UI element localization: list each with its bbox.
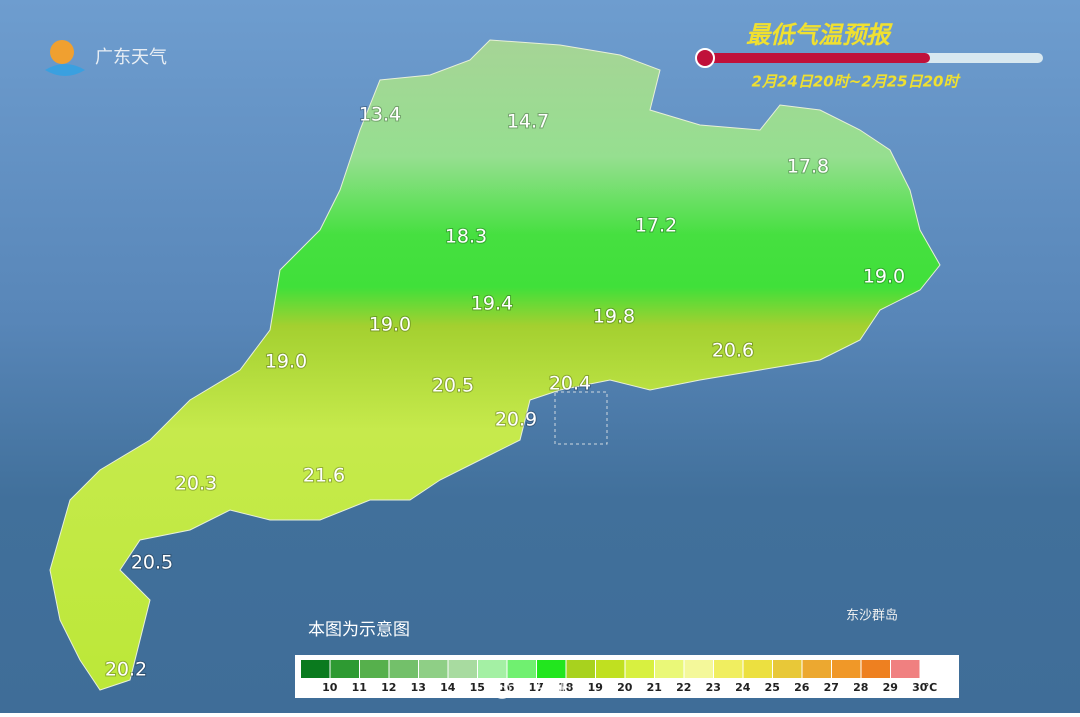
temperature-label: 17.2 bbox=[635, 215, 677, 237]
title: 最低气温预报 bbox=[746, 21, 893, 49]
note: 本图为示意图 bbox=[308, 620, 410, 640]
legend-swatch bbox=[566, 660, 595, 678]
thermometer bbox=[695, 48, 715, 68]
legend-swatch bbox=[714, 660, 743, 678]
legend-value: 29 bbox=[883, 681, 898, 694]
legend-swatch bbox=[625, 660, 654, 678]
temperature-label: 13.4 bbox=[359, 104, 401, 126]
legend-value: 13 bbox=[411, 681, 426, 694]
thermometer bbox=[705, 53, 930, 63]
legend-value: 18 bbox=[558, 681, 573, 694]
legend-swatch bbox=[743, 660, 772, 678]
legend-value: 26 bbox=[794, 681, 810, 694]
legend-value: 11 bbox=[352, 681, 367, 694]
legend-swatch bbox=[330, 660, 359, 678]
island-label: 东沙群岛 bbox=[846, 608, 898, 624]
temperature-label: 20.9 bbox=[495, 409, 537, 431]
temperature-label: 17.8 bbox=[787, 156, 829, 178]
temperature-label: 20.5 bbox=[131, 552, 173, 574]
legend-swatch bbox=[389, 660, 418, 678]
legend-swatch bbox=[861, 660, 890, 678]
temperature-label: 14.7 bbox=[507, 111, 549, 133]
temperature-label: 20.2 bbox=[105, 659, 147, 681]
legend-value: 28 bbox=[853, 681, 868, 694]
legend-swatch bbox=[832, 660, 861, 678]
legend-value: 22 bbox=[676, 681, 691, 694]
legend-value: 20 bbox=[617, 681, 633, 694]
temperature-label: 19.8 bbox=[593, 306, 635, 328]
temperature-label: 20.5 bbox=[432, 375, 474, 397]
temperature-label: 19.0 bbox=[265, 351, 307, 373]
legend-swatch bbox=[507, 660, 536, 678]
land bbox=[49, 39, 941, 691]
legend-value: 10 bbox=[322, 681, 338, 694]
legend-swatch bbox=[891, 660, 920, 678]
legend-swatch bbox=[419, 660, 448, 678]
legend-swatch bbox=[301, 660, 330, 678]
temperature-label: 20.4 bbox=[549, 373, 591, 395]
logo-icon bbox=[45, 64, 85, 76]
temperature-label: 19.0 bbox=[369, 314, 411, 336]
legend-value: 27 bbox=[824, 681, 839, 694]
legend-value: 19 bbox=[588, 681, 603, 694]
legend-swatch bbox=[655, 660, 684, 678]
subtitle: 2月24日20时~2月25日20时 bbox=[752, 73, 962, 91]
legend-value: 17 bbox=[529, 681, 544, 694]
legend-swatch bbox=[596, 660, 625, 678]
legend-swatch bbox=[537, 660, 566, 678]
logo: 广东天气 bbox=[95, 47, 167, 68]
temperature-label: 19.0 bbox=[863, 266, 905, 288]
legend-items: 10 11 12 13 14 15 16 17 18 19 20 21 22 23 24 25 26 27 28 29… bbox=[301, 660, 937, 694]
legend-swatch bbox=[448, 660, 477, 678]
temperature-label: 18.3 bbox=[445, 226, 487, 248]
legend-swatch bbox=[360, 660, 389, 678]
legend-unit: ℃ bbox=[924, 681, 937, 694]
legend-value: 24 bbox=[735, 681, 751, 694]
legend-swatch bbox=[773, 660, 802, 678]
legend-value: 25 bbox=[765, 681, 780, 694]
logo-icon bbox=[50, 40, 74, 64]
legend-value: 30 bbox=[912, 681, 928, 694]
legend-value: 16 bbox=[499, 681, 515, 694]
temperature-label: 20.3 bbox=[175, 473, 217, 495]
temperature-label: 20.6 bbox=[712, 340, 754, 362]
inset-box bbox=[554, 391, 608, 445]
legend-value: 15 bbox=[470, 681, 485, 694]
legend-value: 14 bbox=[440, 681, 456, 694]
legend-value: 21 bbox=[647, 681, 662, 694]
legend-swatch bbox=[478, 660, 507, 678]
legend-swatch bbox=[802, 660, 831, 678]
temperature-label: 21.6 bbox=[303, 465, 345, 487]
temperature-label: 19.4 bbox=[471, 293, 513, 315]
legend-value: 23 bbox=[706, 681, 721, 694]
legend-value: 12 bbox=[381, 681, 396, 694]
watermark: @广东天气 bbox=[492, 677, 592, 701]
legend-swatch bbox=[684, 660, 713, 678]
labels: 13.4 14.7 17.8 18.3 17.2 19.0 19.4 19.0 19.8 20.6… bbox=[104, 103, 906, 682]
